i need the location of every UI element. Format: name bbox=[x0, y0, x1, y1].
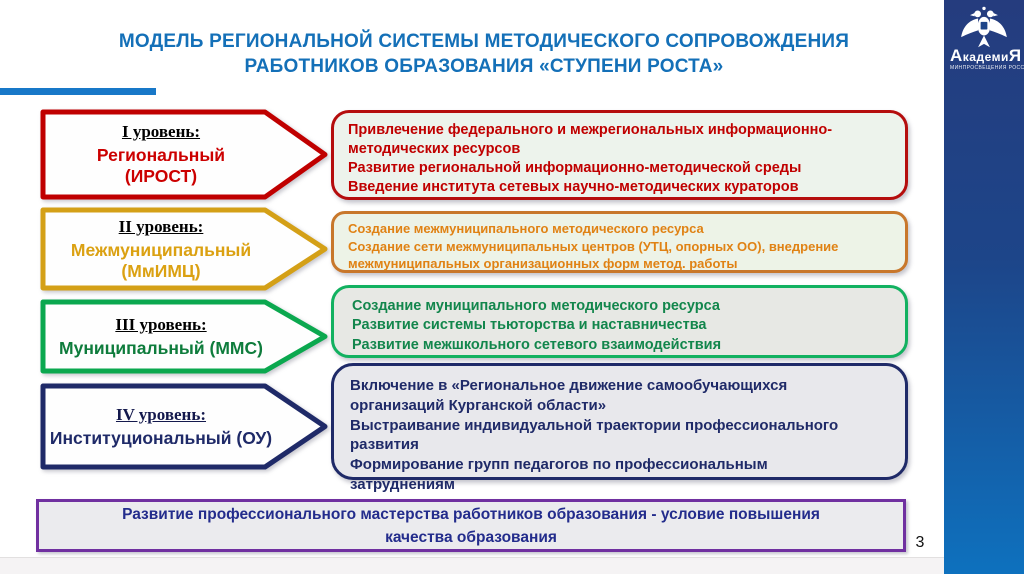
page-number: 3 bbox=[915, 534, 925, 551]
right-decor-strip: АкадемиЯ МИНПРОСВЕЩЕНИЯ РОССИИ bbox=[944, 0, 1024, 574]
info-item: Включение в «Региональное движение самоо… bbox=[350, 377, 788, 414]
info-item: Привлечение федерального и межрегиональн… bbox=[348, 122, 833, 157]
level-2-label: II уровень: bbox=[118, 216, 204, 236]
info-item: Развитие региональной информационно-мето… bbox=[348, 159, 802, 176]
info-item: Развитие системы тьюторства и наставниче… bbox=[352, 317, 707, 334]
slide-title-line2: РАБОТНИКОВ ОБРАЗОВАНИЯ «СТУПЕНИ РОСТА» bbox=[244, 56, 724, 77]
info-item: Выстраивание индивидуальной траектории п… bbox=[350, 416, 839, 454]
info-item: Введение института сетевых научно-методи… bbox=[348, 178, 799, 195]
level-4-label: IV уровень: bbox=[115, 404, 207, 424]
info-item: Развитие межшкольного сетевого взаимодей… bbox=[352, 336, 722, 353]
logo-name: АкадемиЯ bbox=[950, 46, 1022, 65]
logo-subtitle: МИНПРОСВЕЩЕНИЯ РОССИИ bbox=[950, 65, 1024, 71]
slide-title-line1: МОДЕЛЬ РЕГИОНАЛЬНОЙ СИСТЕМЫ МЕТОДИЧЕСКОГ… bbox=[118, 31, 850, 52]
info-item: Создание межмуниципального методического… bbox=[348, 221, 704, 236]
level-3-label: III уровень: bbox=[115, 314, 207, 334]
info-item: Создание сети межмуниципальных центров (… bbox=[348, 238, 839, 272]
level-2-info-box: Создание межмуниципального методического… bbox=[331, 211, 908, 273]
double-headed-eagle-icon bbox=[950, 5, 1018, 49]
level-4-name: Институциональный (ОУ) bbox=[49, 427, 273, 448]
summary-banner-line2: качества образования bbox=[385, 529, 557, 546]
level-1-label: I уровень: bbox=[121, 122, 201, 141]
footer-strip bbox=[0, 557, 944, 574]
summary-banner: Развитие профессионального мастерства ра… bbox=[36, 499, 906, 552]
level-1-name: Региональный (ИРОСТ) bbox=[96, 145, 226, 186]
level-1-arrow: I уровень: Региональный (ИРОСТ) bbox=[40, 109, 328, 200]
info-item: Формирование групп педагогов по професси… bbox=[350, 456, 768, 493]
level-4-info-box: Включение в «Региональное движение самоо… bbox=[331, 363, 908, 493]
info-item: Создание муниципального методического ре… bbox=[352, 298, 720, 314]
level-3-arrow: III уровень: Муниципальный (ММС) bbox=[40, 299, 328, 374]
level-3-info-box: Создание муниципального методического ре… bbox=[331, 285, 908, 358]
level-1-info-box: Привлечение федерального и межрегиональн… bbox=[331, 110, 908, 200]
slide-title: МОДЕЛЬ РЕГИОНАЛЬНОЙ СИСТЕМЫ МЕТОДИЧЕСКОГ… bbox=[50, 29, 918, 79]
level-3-name: Муниципальный (ММС) bbox=[59, 337, 263, 358]
accent-bar bbox=[0, 88, 156, 95]
level-2-name: Межмуниципальный (МмИМЦ) bbox=[70, 239, 252, 281]
level-4-arrow: IV уровень: Институциональный (ОУ) bbox=[40, 383, 328, 470]
academy-logo: АкадемиЯ МИНПРОСВЕЩЕНИЯ РОССИИ bbox=[950, 5, 1024, 71]
summary-banner-line1: Развитие профессионального мастерства ра… bbox=[122, 506, 820, 523]
level-2-arrow: II уровень: Межмуниципальный (МмИМЦ) bbox=[40, 207, 328, 291]
